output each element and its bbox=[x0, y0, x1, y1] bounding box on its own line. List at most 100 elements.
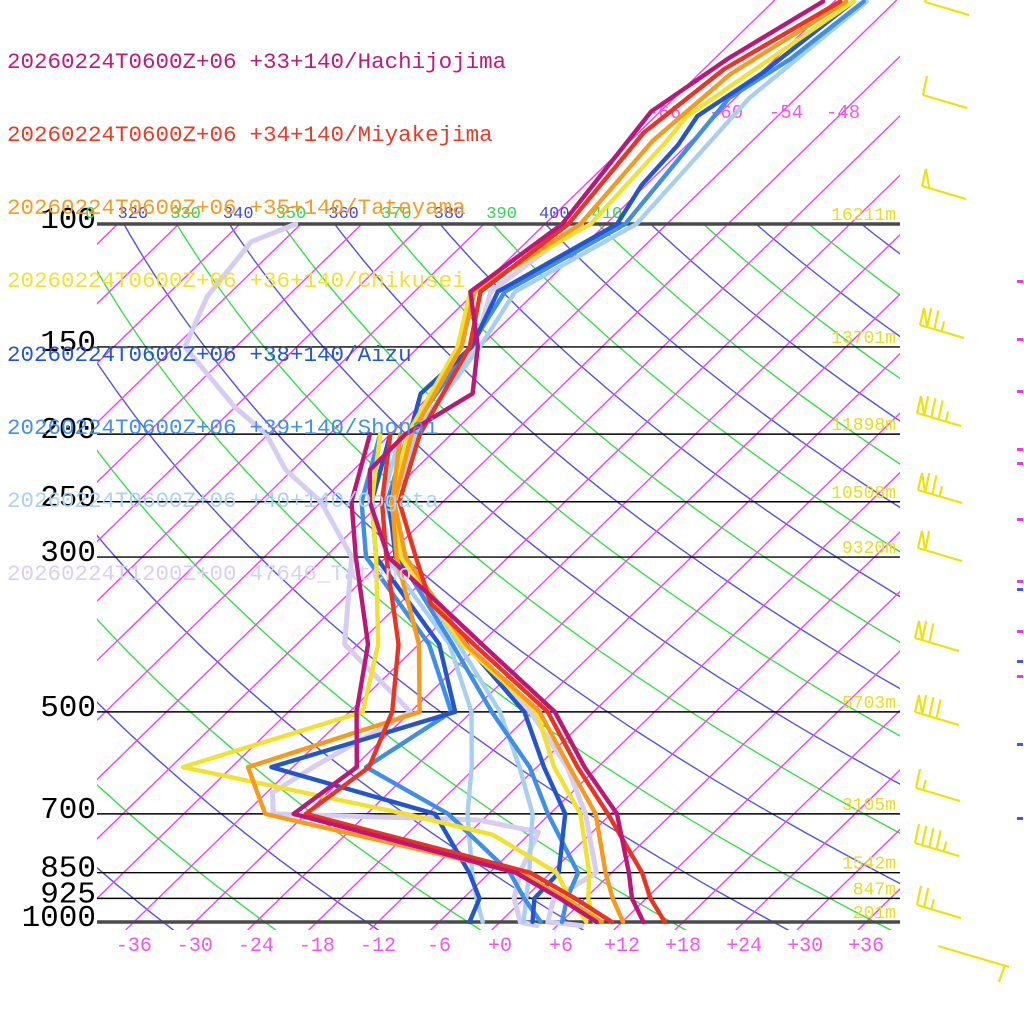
wind-barb bbox=[923, 0, 970, 17]
svg-text:-6: -6 bbox=[427, 935, 451, 958]
svg-text:16211m: 16211m bbox=[831, 206, 896, 226]
svg-text:3105m: 3105m bbox=[842, 796, 896, 816]
wind-barb bbox=[913, 694, 960, 727]
isotherm-grid bbox=[97, 224, 485, 603]
svg-text:310: 310 bbox=[65, 205, 96, 224]
svg-text:330: 330 bbox=[170, 205, 201, 224]
temperature-curve-hachijojima bbox=[367, 0, 826, 925]
legend-row: 20260224T0600Z+06 +38+140/Aizu bbox=[7, 341, 506, 368]
svg-text:1542m: 1542m bbox=[842, 855, 896, 875]
svg-text:+30: +30 bbox=[787, 935, 823, 958]
legend-datetime: 20260224T0600Z+06 bbox=[7, 268, 237, 295]
wind-barb bbox=[937, 944, 1010, 983]
wind-barb bbox=[916, 530, 963, 563]
svg-text:350: 350 bbox=[276, 205, 307, 224]
svg-text:+24: +24 bbox=[726, 935, 762, 958]
svg-text:370: 370 bbox=[381, 205, 412, 224]
legend-datetime: 20260224T1200Z+00 bbox=[7, 561, 237, 588]
svg-text:+18: +18 bbox=[665, 935, 701, 958]
temperature-axis-labels: -36 -30 -24 -18 -12 -6 +0 +6 +12 +18 +24 +30 +36 bbox=[116, 935, 884, 958]
legend-station: +40+140/Oogata bbox=[249, 488, 439, 515]
svg-text:+12: +12 bbox=[604, 935, 640, 958]
legend-datetime: 20260224T0600Z+06 bbox=[7, 122, 237, 149]
svg-text:11898m: 11898m bbox=[831, 416, 896, 436]
svg-text:-18: -18 bbox=[299, 935, 335, 958]
legend-row: 20260224T0600Z+06 +35+140/Tateyama bbox=[7, 196, 506, 220]
legend-row: 20260224T0600Z+06 +40+140/Oogata bbox=[7, 489, 506, 513]
svg-text:380: 380 bbox=[434, 205, 465, 224]
wind-barb bbox=[915, 885, 962, 920]
svg-text:-24: -24 bbox=[238, 935, 274, 958]
legend-datetime: 20260224T0600Z+06 bbox=[7, 195, 237, 222]
legend-row: 20260224T0600Z+06 +36+140/Chikusei bbox=[7, 269, 506, 293]
svg-text:201m: 201m bbox=[853, 904, 896, 924]
svg-text:410: 410 bbox=[592, 205, 623, 224]
svg-text:847m: 847m bbox=[853, 880, 896, 900]
legend-station: +39+140/Shonai bbox=[249, 414, 439, 441]
wind-barb bbox=[915, 395, 962, 428]
svg-text:-54: -54 bbox=[769, 102, 803, 124]
legend-station: +35+140/Tateyama bbox=[249, 195, 466, 222]
legend-row: 20260224T1200Z+00 47646_Tateno bbox=[7, 562, 506, 586]
legend-row: 20260224T0600Z+06 +33+140/Hachijojima bbox=[7, 50, 506, 74]
svg-text:+0: +0 bbox=[488, 935, 512, 958]
dewpoint-curve-chikusei bbox=[180, 431, 589, 925]
svg-text:500: 500 bbox=[40, 691, 96, 726]
legend-datetime: 20260224T0600Z+06 bbox=[7, 414, 237, 441]
svg-text:320: 320 bbox=[118, 205, 149, 224]
svg-text:-60: -60 bbox=[709, 102, 743, 124]
svg-text:9320m: 9320m bbox=[842, 539, 896, 559]
svg-text:5703m: 5703m bbox=[842, 694, 896, 714]
svg-text:925: 925 bbox=[40, 877, 96, 912]
svg-text:200: 200 bbox=[40, 413, 96, 448]
svg-text:+6: +6 bbox=[549, 935, 573, 958]
svg-text:850: 850 bbox=[40, 852, 96, 887]
wind-barb bbox=[918, 307, 965, 340]
svg-text:10508m: 10508m bbox=[831, 484, 896, 504]
wind-barb bbox=[916, 472, 963, 505]
wind-barb bbox=[921, 75, 968, 110]
dewpoint-curve-tateyama bbox=[245, 431, 604, 925]
legend-row: 20260224T0600Z+06 +34+140/Miyakejima bbox=[7, 123, 506, 147]
height-labels: 16211m 13701m 11898m 10508m 9320m 5703m 3105m 1… bbox=[831, 206, 896, 924]
wind-barb bbox=[913, 620, 960, 653]
theta-labels: 310 320 330 340 350 360 370 380 390 400 410 bbox=[65, 205, 623, 224]
pressure-lines bbox=[97, 222, 900, 924]
temperature-curve-tateyama bbox=[392, 0, 849, 925]
dewpoint-curve-miyakejima bbox=[303, 431, 615, 925]
svg-text:360: 360 bbox=[328, 205, 359, 224]
svg-text:150: 150 bbox=[40, 326, 96, 361]
svg-text:400: 400 bbox=[539, 205, 570, 224]
svg-text:13701m: 13701m bbox=[831, 329, 896, 349]
legend-station: 47646_Tateno bbox=[249, 561, 412, 588]
sounding-curves bbox=[180, 0, 869, 929]
svg-text:300: 300 bbox=[40, 536, 96, 571]
edge-ticks bbox=[1017, 280, 1023, 820]
svg-text:+36: +36 bbox=[848, 935, 884, 958]
wind-barb bbox=[913, 823, 960, 858]
svg-text:1000: 1000 bbox=[22, 901, 96, 936]
wind-barb-column bbox=[913, 0, 1010, 983]
dewpoint-curve-shonai bbox=[359, 431, 543, 925]
sounding-legend: 20260224T0600Z+06 +33+140/Hachijojima 202… bbox=[7, 1, 506, 636]
legend-datetime: 20260224T0600Z+06 bbox=[7, 488, 237, 515]
dewpoint-curve-tateno bbox=[182, 221, 541, 929]
svg-text:700: 700 bbox=[40, 793, 96, 828]
wind-barb bbox=[914, 768, 961, 803]
svg-text:100: 100 bbox=[40, 203, 96, 238]
svg-text:-12: -12 bbox=[360, 935, 396, 958]
legend-row: 20260224T0600Z+06 +39+140/Shonai bbox=[7, 416, 506, 440]
legend-datetime: 20260224T0600Z+06 bbox=[7, 48, 237, 75]
dewpoint-curve-hachijojima bbox=[291, 431, 599, 925]
svg-text:250: 250 bbox=[40, 481, 96, 516]
svg-text:-36: -36 bbox=[116, 935, 152, 958]
svg-text:-48: -48 bbox=[826, 102, 860, 124]
svg-text:340: 340 bbox=[223, 205, 254, 224]
legend-station: +34+140/Miyakejima bbox=[249, 122, 493, 149]
legend-station: +38+140/Aizu bbox=[249, 341, 412, 368]
legend-datetime: 20260224T0600Z+06 bbox=[7, 341, 237, 368]
svg-text:-30: -30 bbox=[177, 935, 213, 958]
